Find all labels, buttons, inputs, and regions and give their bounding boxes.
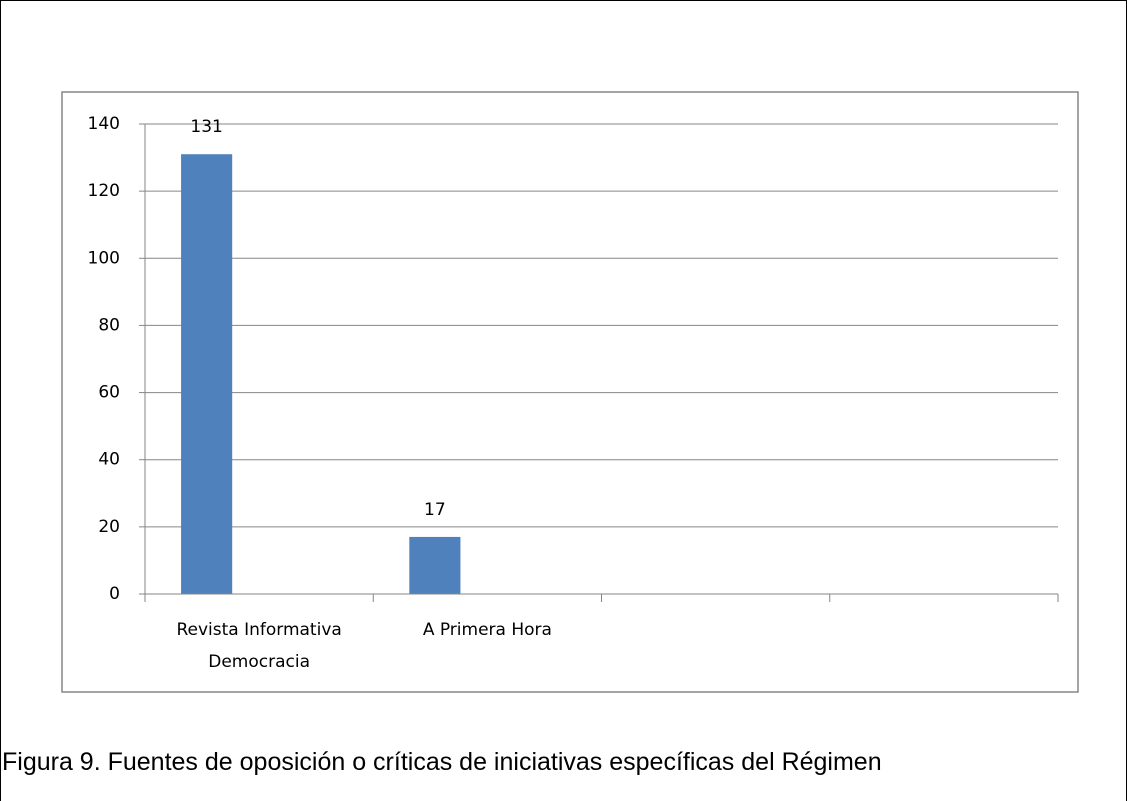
caption: Figura 9. Fuentes de oposición o crítica…	[2, 748, 882, 776]
y-tick-label: 140	[88, 114, 120, 134]
y-tick-label: 120	[88, 181, 120, 201]
y-tick-label: 20	[98, 517, 120, 537]
x-tick-label: A Primera Hora	[422, 620, 552, 640]
data-label: 17	[424, 500, 446, 520]
bar	[409, 536, 461, 594]
y-tick-label: 60	[98, 383, 120, 403]
y-tick-label: 100	[88, 248, 120, 268]
y-tick-label: 80	[98, 315, 120, 335]
y-tick-label: 0	[109, 584, 120, 604]
data-label: 131	[190, 117, 222, 137]
chart-border	[61, 91, 1079, 693]
x-tick-label: Revista Informativa Democracia	[176, 620, 342, 672]
bar	[181, 154, 233, 594]
y-tick-label: 40	[98, 450, 120, 470]
